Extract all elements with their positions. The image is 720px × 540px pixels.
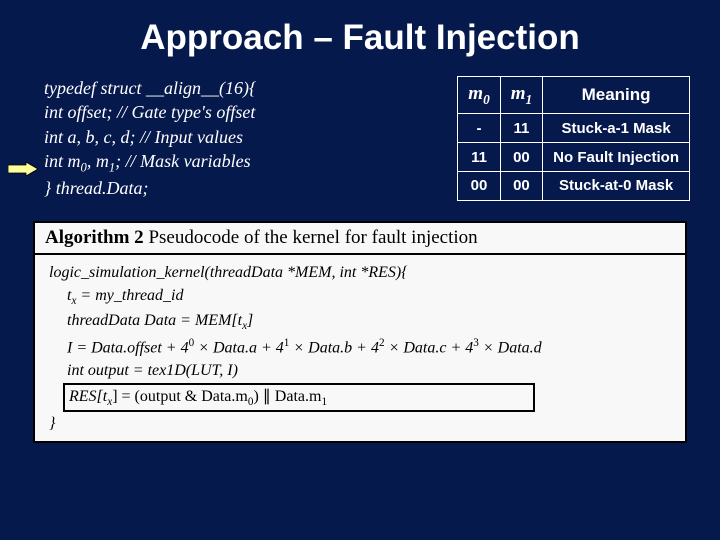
code-line: typedef struct __align__(16){ [44,76,439,100]
algo-line: I = Data.offset + 40 × Data.a + 41 × Dat… [49,335,675,360]
algo-line: int output = tex1D(LUT, I) [49,359,675,382]
code-line: int offset; // Gate type's offset [44,100,439,124]
code-line: } thread.Data; [44,176,439,200]
algo-line: threadData Data = MEM[tx] [49,309,675,334]
struct-code: typedef struct __align__(16){ int offset… [30,76,439,201]
slide-title: Approach – Fault Injection [30,18,690,58]
table-row: - 11 Stuck-a-1 Mask [458,114,690,143]
algorithm-body: logic_simulation_kernel(threadData *MEM,… [35,255,685,441]
highlighted-line: RES[tx] = (output & Data.m0) ∥ Data.m1 [63,383,535,412]
algo-line: logic_simulation_kernel(threadData *MEM,… [49,261,675,284]
table-row: 11 00 No Fault Injection [458,143,690,172]
col-meaning: Meaning [543,77,690,114]
col-m1: m1 [500,77,542,114]
top-row: typedef struct __align__(16){ int offset… [30,76,690,201]
algo-line: tx = my_thread_id [49,284,675,309]
table-row: 00 00 Stuck-at-0 Mask [458,171,690,200]
algo-line: } [49,412,675,435]
algorithm-box: Algorithm 2 Pseudocode of the kernel for… [33,221,687,443]
code-line: int a, b, c, d; // Input values [44,125,439,149]
table-header-row: m0 m1 Meaning [458,77,690,114]
slide: Approach – Fault Injection typedef struc… [0,0,720,540]
mask-table: m0 m1 Meaning - 11 Stuck-a-1 Mask 11 00 … [457,76,690,201]
code-line: int m0, m1; // Mask variables [44,149,439,177]
arrow-icon [8,162,38,176]
algorithm-title: Algorithm 2 Pseudocode of the kernel for… [35,223,685,255]
col-m0: m0 [458,77,500,114]
